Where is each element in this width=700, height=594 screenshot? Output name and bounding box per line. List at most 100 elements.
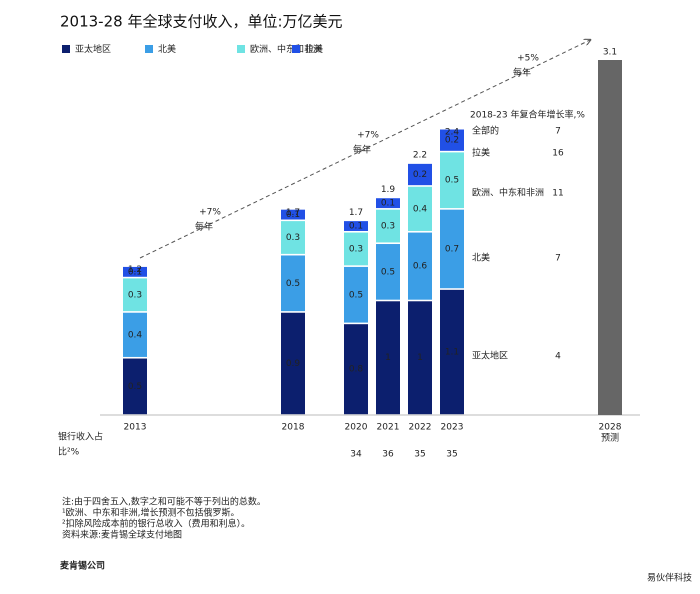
bar-segment [281, 221, 305, 254]
x-tick-label: 2013 [124, 423, 147, 433]
segment-label: 0.3 [128, 290, 142, 300]
segment-label: 0.7 [445, 244, 459, 254]
total-label: 1.2 [128, 265, 142, 275]
x-tick-label: 2018 [282, 423, 305, 433]
segment-label: 1 [385, 353, 391, 363]
segment-label: 0.3 [381, 222, 395, 232]
bar-segment [440, 129, 464, 151]
cagr-name: 全部的 [472, 125, 499, 137]
total-label: 2.2 [413, 151, 427, 161]
watermark: 易伙伴科技 [647, 572, 692, 584]
forecast-note: 预测 [601, 433, 619, 444]
legend-label: 拉美 [305, 43, 323, 55]
segment-label: 0.3 [286, 233, 300, 243]
cagr-title: 2018-23 年复合年增长率,% [470, 109, 585, 121]
bank-share: 36 [382, 450, 394, 460]
bar-segment [281, 209, 305, 220]
bar-segment [440, 289, 464, 415]
bar-segment [408, 163, 432, 186]
growth-rate: +5% [517, 54, 539, 64]
bar-segment [440, 209, 464, 289]
segment-label: 0.8 [349, 365, 364, 375]
note: ²扣除风险成本前的银行总收入（费用和利息）。 [62, 518, 250, 530]
bar-total [598, 60, 622, 415]
x-tick-label: 2021 [377, 423, 400, 433]
growth-arrow [139, 40, 590, 259]
total-label: 1.7 [349, 208, 363, 218]
bar-segment [376, 198, 400, 209]
legend-swatch [237, 45, 245, 53]
bar-segment [281, 312, 305, 415]
bar-segment [123, 278, 147, 312]
segment-label: 1 [417, 353, 423, 363]
bar-segment [440, 152, 464, 209]
legend-swatch [62, 45, 70, 53]
segment-label: 0.4 [128, 330, 143, 340]
cagr-value: 7 [555, 127, 561, 137]
bar-segment [376, 209, 400, 243]
bar-segment [344, 266, 368, 323]
x-tick-label: 2023 [441, 423, 464, 433]
cagr-name: 北美 [472, 252, 490, 264]
legend-swatch [292, 45, 300, 53]
segment-label: 0.1 [128, 267, 142, 277]
footer: 麦肯锡公司 [60, 560, 105, 572]
growth-unit: 每年 [353, 144, 371, 156]
cagr-value: 7 [555, 254, 561, 264]
segment-label: 0.4 [413, 204, 428, 214]
bar-segment [344, 232, 368, 266]
segment-label: 0.9 [286, 359, 301, 369]
bank-share-label: 比²% [58, 446, 80, 458]
bar-segment [344, 324, 368, 415]
segment-label: 1.1 [445, 348, 459, 358]
growth-unit: 每年 [195, 221, 213, 233]
x-tick-label: 2022 [409, 423, 432, 433]
cagr-name: 欧洲、中东和非洲 [472, 187, 544, 199]
cagr-name: 亚太地区 [472, 350, 508, 362]
growth-rate: +7% [357, 131, 379, 141]
segment-label: 0.3 [349, 244, 363, 254]
growth-unit: 每年 [513, 67, 531, 79]
legend-label: 亚太地区 [75, 43, 111, 55]
bank-share: 34 [350, 450, 362, 460]
bar-segment [123, 358, 147, 415]
bar-segment [123, 312, 147, 357]
legend-label: 北美 [158, 43, 176, 55]
segment-label: 0.2 [413, 170, 427, 180]
segment-label: 0.1 [349, 222, 363, 232]
bank-share: 35 [414, 450, 425, 460]
segment-label: 0.5 [381, 267, 395, 277]
legend-label: 欧洲、中东和非洲 [250, 43, 322, 55]
bank-share-label: 银行收入占 [58, 431, 103, 443]
total-label: 1.9 [381, 185, 396, 195]
legend-swatch [145, 45, 153, 53]
bar-segment [376, 301, 400, 415]
bar-segment [281, 255, 305, 312]
growth-rate: +7% [199, 208, 221, 218]
segment-label: 0.1 [286, 210, 300, 220]
x-tick-label: 2020 [345, 423, 368, 433]
segment-label: 0.1 [381, 199, 395, 209]
total-label: 2.4 [445, 128, 460, 138]
note: ¹欧洲、中东和非洲,增长预测不包括俄罗斯。 [62, 507, 239, 519]
segment-label: 0.5 [128, 382, 142, 392]
note: 注:由于四舍五入,数字之和可能不等于列出的总数。 [62, 496, 266, 508]
cagr-value: 16 [552, 149, 564, 159]
bank-share: 35 [446, 450, 457, 460]
x-tick-label: 2028 [599, 423, 622, 433]
cagr-value: 4 [555, 352, 561, 362]
bar-segment [123, 266, 147, 277]
segment-label: 0.5 [286, 279, 300, 289]
bar-segment [408, 301, 432, 415]
segment-label: 0.5 [349, 290, 363, 300]
note: 资料来源:麦肯锡全球支付地图 [62, 529, 182, 541]
cagr-value: 11 [552, 189, 563, 199]
total-label: 3.1 [603, 48, 617, 58]
chart-title: 2013-28 年全球支付收入，单位:万亿美元 [60, 13, 343, 31]
bar-segment [376, 244, 400, 300]
total-label: 1.7 [286, 208, 300, 218]
bar-segment [408, 186, 432, 231]
segment-label: 0.6 [413, 262, 428, 272]
segment-label: 0.5 [445, 176, 459, 186]
